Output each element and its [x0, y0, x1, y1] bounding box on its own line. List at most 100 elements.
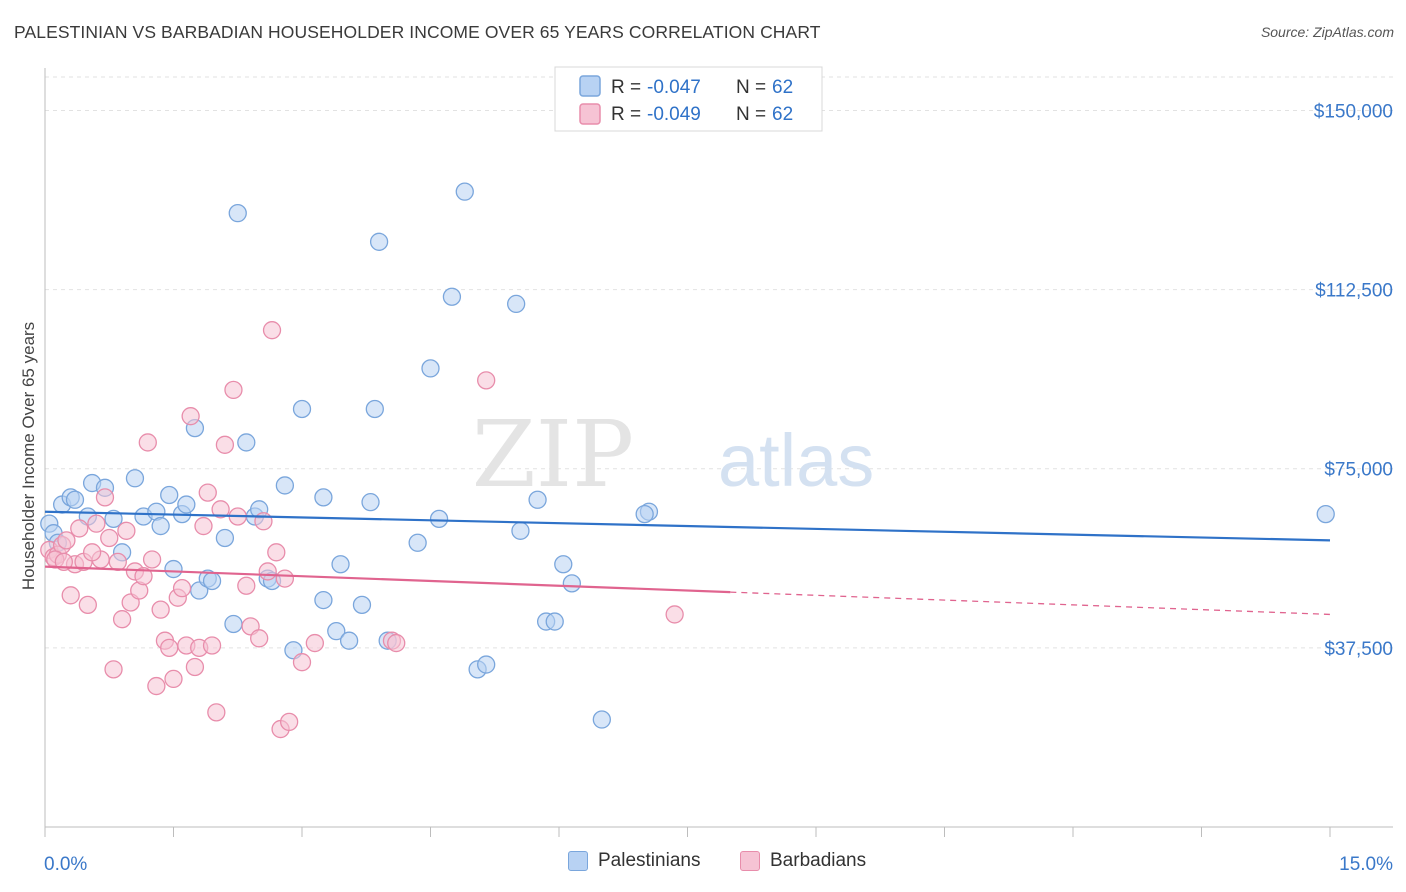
palestinians-point-25 — [237, 433, 256, 452]
palestinians-point-24 — [228, 203, 247, 223]
legend-n-value-2: 62 — [772, 104, 793, 125]
legend-r-label-2: R = — [611, 104, 641, 125]
barbadians-point-61 — [82, 543, 102, 562]
palestinians-point-43 — [408, 533, 427, 552]
legend-r-value-2: -0.049 — [647, 104, 701, 125]
zipatlas-watermark: ZIP atlas — [472, 401, 874, 508]
barbadians-point-7 — [70, 519, 89, 538]
barbadians-point-47 — [258, 562, 277, 581]
palestinians-point-54 — [545, 612, 564, 631]
palestinians-point-10 — [125, 469, 145, 488]
palestinians-point-41 — [369, 232, 389, 251]
barbadians-point-46 — [254, 512, 273, 531]
source-credit: Source: ZipAtlas.com — [1260, 24, 1394, 40]
barbadians-point-33 — [185, 657, 205, 677]
palestinians-point-44 — [421, 359, 440, 378]
barbadians-point-16 — [112, 610, 132, 629]
chart-title: PALESTINIAN VS BARBADIAN HOUSEHOLDER INC… — [14, 22, 821, 42]
palestinians-point-52 — [528, 490, 547, 509]
barbadians-point-27 — [160, 638, 179, 658]
palestinians-point-21 — [202, 571, 222, 591]
barbadians-trend-line — [44, 565, 731, 594]
palestinians-point-33 — [314, 488, 333, 507]
barbadians-point-52 — [279, 712, 299, 732]
barbadians-points — [40, 321, 684, 739]
palestinians-point-60 — [1316, 504, 1335, 524]
palestinians-trend-line — [44, 510, 1331, 542]
barbadians-point-43 — [237, 576, 256, 595]
palestinians-point-39 — [361, 493, 380, 512]
y-tick-label-2: $112,500 — [1315, 281, 1393, 302]
barbadians-point-22 — [138, 433, 157, 452]
barbadians-point-23 — [142, 550, 162, 569]
barbadians-point-48 — [262, 321, 282, 340]
legend-swatch-pink — [740, 851, 760, 871]
palestinians-point-32 — [292, 399, 312, 419]
barbadians-point-10 — [87, 514, 106, 533]
x-tick-label-max: 15.0% — [1339, 854, 1393, 875]
barbadians-point-53 — [292, 653, 312, 672]
y-tick-label-0: $37,500 — [1324, 639, 1393, 660]
barbadians-point-40 — [215, 435, 235, 454]
palestinians-point-56 — [562, 574, 581, 593]
barbadians-trend-line-dashed — [730, 591, 1331, 616]
legend-swatch-blue — [568, 851, 588, 871]
barbadians-point-37 — [202, 636, 222, 655]
barbadians-point-9 — [78, 595, 97, 615]
barbadians-point-49 — [267, 543, 286, 562]
barbadians-point-12 — [95, 488, 115, 507]
barbadians-point-13 — [100, 528, 119, 548]
palestinians-point-4 — [65, 490, 85, 509]
barbadians-point-45 — [250, 629, 269, 648]
palestinians-point-36 — [331, 555, 350, 574]
palestinians-point-47 — [455, 182, 474, 201]
barbadians-point-32 — [181, 407, 200, 426]
barbadians-point-51 — [275, 569, 295, 588]
x-tick-labels: 0.0% 15.0% — [44, 854, 1393, 875]
watermark-atlas: atlas — [718, 419, 874, 502]
barbadians-point-17 — [117, 521, 136, 540]
barbadians-point-14 — [104, 660, 123, 679]
series-legend: Palestinians Barbadians — [0, 850, 1406, 880]
legend-item-palestinians: Palestinians — [568, 850, 700, 872]
x-tick-label-min: 0.0% — [44, 854, 87, 875]
axes — [44, 68, 1393, 837]
legend-r-label-1: R = — [611, 77, 641, 98]
barbadians-point-4 — [57, 531, 76, 550]
palestinians-point-35 — [327, 621, 346, 641]
barbadians-point-41 — [224, 380, 243, 400]
gridlines — [45, 76, 1393, 649]
barbadians-point-25 — [151, 600, 170, 619]
trend-lines — [44, 510, 1331, 616]
palestinians-point-17 — [177, 495, 196, 514]
legend-r-value-1: -0.047 — [647, 77, 701, 98]
legend-swatch-barbadians — [579, 103, 601, 125]
barbadians-point-24 — [147, 676, 166, 696]
palestinians-point-59 — [635, 504, 654, 524]
barbadians-point-38 — [207, 703, 226, 722]
correlation-legend: R = -0.047 N = 62 R = -0.049 N = 62 — [554, 66, 823, 132]
palestinians-points — [40, 182, 1335, 729]
barbadians-point-39 — [211, 500, 230, 519]
barbadians-point-15 — [108, 552, 127, 572]
palestinians-point-57 — [592, 710, 611, 729]
y-tick-label-3: $150,000 — [1314, 101, 1393, 122]
barbadians-point-28 — [164, 669, 183, 689]
palestinians-point-23 — [224, 614, 243, 634]
palestinians-point-49 — [477, 655, 496, 674]
palestinians-point-40 — [365, 399, 384, 419]
y-axis-label: Householder Income Over 65 years — [19, 322, 38, 590]
barbadians-point-36 — [198, 483, 217, 502]
barbadians-point-54 — [305, 633, 325, 653]
barbadians-point-57 — [477, 371, 496, 390]
palestinians-point-51 — [511, 521, 530, 540]
palestinians-point-14 — [160, 485, 179, 505]
legend-n-label-1: N = — [736, 77, 766, 98]
barbadians-point-30 — [172, 578, 192, 598]
barbadians-point-5 — [61, 586, 80, 605]
watermark-zip: ZIP — [472, 401, 634, 508]
palestinians-point-8 — [104, 509, 123, 529]
palestinians-point-37 — [339, 631, 359, 650]
y-tick-label-1: $75,000 — [1324, 460, 1393, 481]
